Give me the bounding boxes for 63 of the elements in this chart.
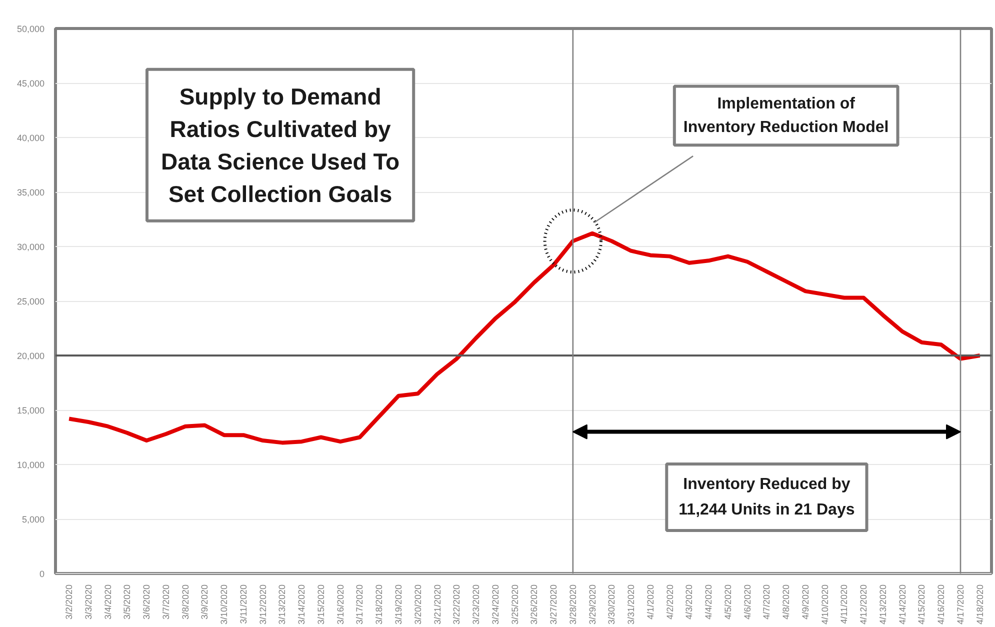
- x-tick-label: 3/2/2020: [64, 584, 74, 620]
- x-tick-label: 3/30/2020: [606, 584, 617, 625]
- x-tick-label: 3/23/2020: [471, 584, 482, 625]
- y-tick-label: 5,000: [22, 514, 45, 524]
- x-tick-label: 3/8/2020: [180, 584, 190, 620]
- x-tick-label: 3/13/2020: [277, 584, 288, 625]
- x-tick-label: 3/9/2020: [200, 584, 210, 620]
- x-tick-label: 4/1/2020: [645, 584, 656, 620]
- x-tick-label: 3/19/2020: [394, 584, 404, 625]
- x-tick-label: 4/5/2020: [722, 584, 733, 620]
- x-tick-label: 3/4/2020: [102, 584, 113, 620]
- x-tick-label: 3/24/2020: [490, 584, 500, 625]
- x-tick-label: 3/6/2020: [142, 584, 152, 620]
- x-tick-label: 3/17/2020: [354, 584, 365, 625]
- line-series: [67, 231, 982, 445]
- x-tick-label: 3/15/2020: [316, 584, 326, 625]
- annotation: Implementation of Inventory Reduction Model: [683, 95, 889, 136]
- annotation: Inventory Reduced by 11,244 Units in 21 Days: [678, 476, 855, 518]
- x-tick-label: 3/25/2020: [510, 584, 520, 625]
- x-tick-label: 3/31/2020: [626, 584, 636, 625]
- y-tick-label: 40,000: [16, 133, 45, 143]
- x-tick-label: 3/20/2020: [412, 584, 423, 625]
- text: Supply to Demand Ratios Cultivated by Data Science Used To Set Collection Goals: [160, 83, 400, 207]
- x-tick-label: 3/7/2020: [160, 584, 171, 620]
- y-tick-label: 15,000: [16, 406, 45, 416]
- x-tick-label: 3/22/2020: [452, 584, 462, 625]
- x-tick-label: 4/4/2020: [704, 584, 714, 620]
- x-tick-label: 4/10/2020: [820, 584, 830, 625]
- x-tick-label: 4/16/2020: [936, 584, 946, 625]
- x-tick-label: 4/9/2020: [800, 584, 810, 620]
- x-tick-label: 4/11/2020: [839, 584, 850, 624]
- x-tick-label: 4/8/2020: [781, 584, 792, 620]
- x-tick-label: 4/7/2020: [762, 584, 772, 620]
- x-tick-label: 3/29/2020: [587, 584, 598, 625]
- x-tick-label: 3/11/2020: [238, 584, 248, 624]
- x-tick-label: 4/14/2020: [897, 584, 908, 625]
- x-tick-label: 3/16/2020: [335, 584, 346, 625]
- x-tick-label: 4/3/2020: [684, 584, 694, 620]
- x-tick-label: 4/6/2020: [742, 584, 752, 620]
- x-tick-label: 3/26/2020: [529, 584, 540, 625]
- y-tick-label: 50,000: [16, 24, 45, 34]
- x-tick-label: 3/5/2020: [122, 584, 132, 620]
- x-tick-label: 4/17/2020: [955, 584, 966, 625]
- y-tick-label: 35,000: [16, 188, 45, 198]
- y-tick-label: 20,000: [16, 351, 45, 361]
- x-tick-label: 4/2/2020: [664, 584, 675, 620]
- x-tick-label: 3/18/2020: [374, 584, 384, 625]
- x-tick-label: 3/27/2020: [548, 584, 559, 625]
- x-tick-label: 3/28/2020: [568, 584, 578, 625]
- x-tick-label: 3/21/2020: [432, 584, 442, 625]
- x-tick-label: 3/10/2020: [219, 584, 230, 625]
- y-tick-label: 0: [39, 569, 45, 579]
- x-tick-label: 3/12/2020: [258, 584, 268, 625]
- x-tick-label: 4/18/2020: [974, 584, 985, 625]
- x-tick-label: 3/3/2020: [83, 584, 94, 620]
- x-tick-label: 4/12/2020: [858, 584, 869, 625]
- y-tick-label: 10,000: [16, 460, 45, 470]
- y-tick-label: 30,000: [16, 242, 45, 252]
- x-tick-label: 4/13/2020: [878, 584, 888, 625]
- x-tick-label: 4/15/2020: [916, 584, 927, 625]
- y-tick-label: 45,000: [16, 78, 45, 88]
- y-tick-label: 25,000: [16, 296, 45, 306]
- x-tick-label: 3/14/2020: [296, 584, 307, 625]
